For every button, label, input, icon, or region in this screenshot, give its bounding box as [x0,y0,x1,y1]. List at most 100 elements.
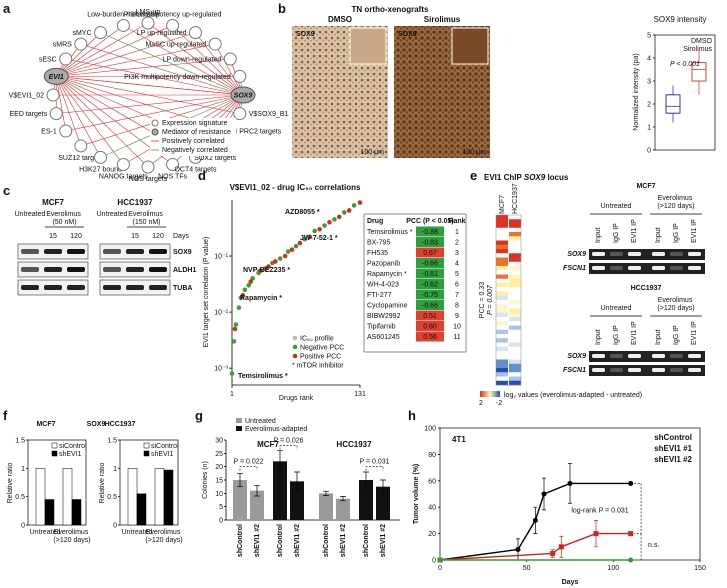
y-tick-label: 1 [113,466,117,473]
table-cell: -0.83 [422,240,438,247]
pcc-cell [416,247,444,258]
gel-band [628,368,641,372]
bar [71,499,82,526]
bar [359,480,373,520]
gene: FSCN1 [563,367,586,374]
heatmap-frame [495,214,522,386]
group-label: HCC1937 [336,440,372,449]
y-tick-label: 30 [215,438,223,445]
heatmap-cell [496,232,508,237]
gel-band [592,252,605,256]
lane-label: IgG IP [673,325,680,345]
edge [56,22,149,77]
day: 15 [131,233,139,240]
bar [154,468,165,526]
band [44,267,62,272]
lane-label: IgG IP [613,325,620,345]
signature-node [116,18,130,32]
heatmap-cell [509,244,521,250]
y-tick-label: 15 [215,478,223,485]
gel-band [592,368,605,372]
gel-band [652,252,665,256]
pcc-cell [416,321,444,331]
band [44,249,62,254]
mediator-node [230,86,256,104]
y-tick-label: 0 [21,523,25,530]
point [357,200,363,205]
y-axis-label: Colonies (n) [202,461,209,499]
heatmap-cell [496,270,508,275]
heatmap-cell [509,359,521,365]
node-label: SUZ12 targets [58,155,104,162]
signature-node [166,158,180,172]
signature-node [59,124,73,138]
signature-node [233,69,247,83]
band [149,267,167,272]
heatmap-cell [496,283,508,288]
box [691,62,707,82]
stat: PCC = 0.33 [479,282,486,318]
pcc-cell [416,268,444,279]
gel [589,263,705,274]
point [242,287,248,293]
band [126,285,144,290]
lane-label: IgG IP [613,223,620,243]
gel-band [670,368,683,372]
y-tick-label: 1 [21,466,25,473]
y-tick-label: 1.5 [15,438,25,445]
mediator-node [43,67,69,85]
point [346,208,352,213]
heatmap-cell [496,308,508,314]
x-tick-label: shControl [237,524,244,557]
annotation: NVP-BEZ235 * [243,267,290,274]
x-tick-label: 50 [523,565,531,572]
heatmap-cell [509,227,521,233]
table-cell: 11 [453,334,460,341]
heatmap-cell [496,300,508,305]
annotation: AZD8055 * [285,209,320,216]
y-tick-label: 0 [647,148,651,155]
table-cell: 0.51 [423,313,437,320]
bracket [239,466,258,471]
point [317,227,322,232]
point [289,247,295,252]
heatmap-cell [496,274,508,280]
table-cell: 10 [453,324,461,331]
title-part: EVI1 ChIP [484,173,524,182]
heatmap-cell [496,253,508,258]
heatmap-cell [509,300,521,305]
point [285,249,291,254]
heatmap-cell [509,346,521,352]
bracket [634,483,642,560]
heatmap-cell [496,287,508,292]
table-cell: 4 [455,261,459,268]
node-label: V$SOX9_B1 [249,111,289,118]
legend-symbol [151,119,159,127]
x-tick-label: shControl [363,524,370,557]
condition: Untreated [601,203,632,210]
lane-label: Input [595,227,602,243]
heatmap-cell [509,304,521,309]
y-tick-label: 10⁻² [214,310,228,317]
legend-label: shEVI1 #2 [654,455,692,464]
stain-label: SOX9 [296,31,315,38]
lane-label: Input [655,227,662,243]
edge [172,25,244,96]
panel-label: e [470,168,477,183]
condition: Everolimus (>120 days) [657,297,694,312]
heatmap-cell [509,257,521,263]
gel-band [652,368,665,372]
band [67,267,85,272]
x-tick-label: Untreated [30,529,61,536]
table-header: PCC (P < 0.05) [406,218,454,225]
legend-label: Untreated [245,418,276,425]
stat: P = 0.007 [487,284,494,315]
point [277,256,283,261]
table-cell: BIBW2992 [367,313,401,320]
protein: SOX9 [173,249,192,256]
point [332,217,337,222]
cell-line: MCF7 [42,198,64,207]
colorbar-tick: -2 [496,400,502,407]
panel-label: h [408,408,416,423]
table-cell: 8 [455,303,459,310]
